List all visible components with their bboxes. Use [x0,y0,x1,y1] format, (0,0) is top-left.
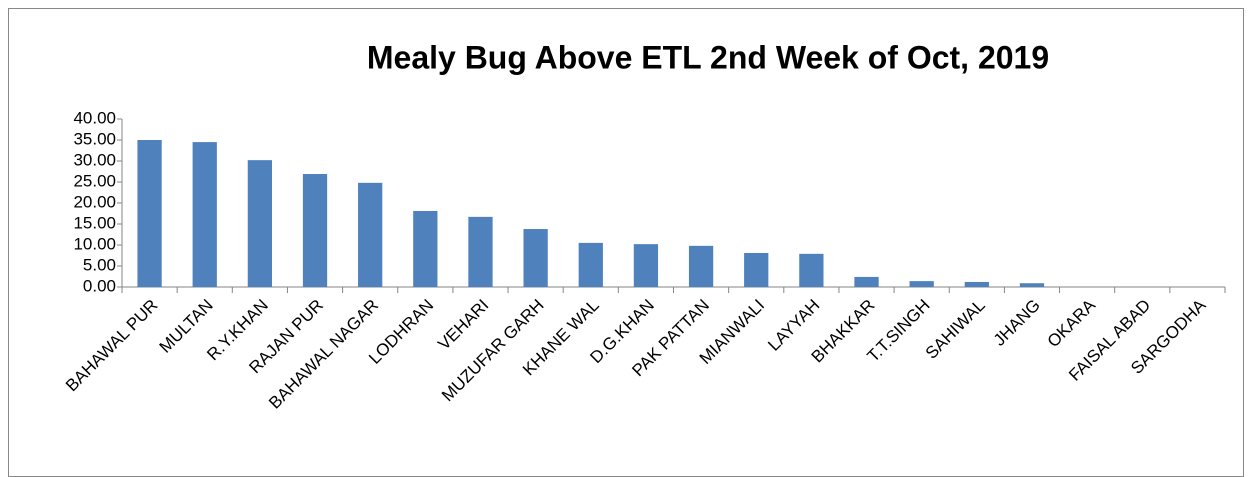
bar [799,253,824,287]
bar [1019,283,1045,287]
y-tick-label: 10.00 [73,234,116,253]
bar [247,160,273,287]
bar [744,252,769,287]
bar [413,210,438,287]
y-tick-label: 15.00 [73,213,116,232]
bar [523,229,548,287]
bar [964,281,989,287]
bar [909,281,934,287]
y-tick-label: 35.00 [73,129,116,148]
chart-title: Mealy Bug Above ETL 2nd Week of Oct, 201… [367,39,1049,75]
bar [688,245,714,287]
bar [854,276,879,287]
y-tick-label: 30.00 [73,150,116,169]
bar [137,140,162,287]
bar [302,174,328,287]
bar [192,142,217,287]
bar [633,244,659,287]
y-tick-label: 5.00 [83,255,116,274]
y-tick-label: 40.00 [73,108,116,127]
y-tick-label: 25.00 [73,171,116,190]
y-tick-label: 20.00 [73,192,116,211]
bar [468,216,493,287]
bar [578,242,603,287]
y-tick-label: 0.00 [83,276,116,295]
bar [358,182,383,287]
